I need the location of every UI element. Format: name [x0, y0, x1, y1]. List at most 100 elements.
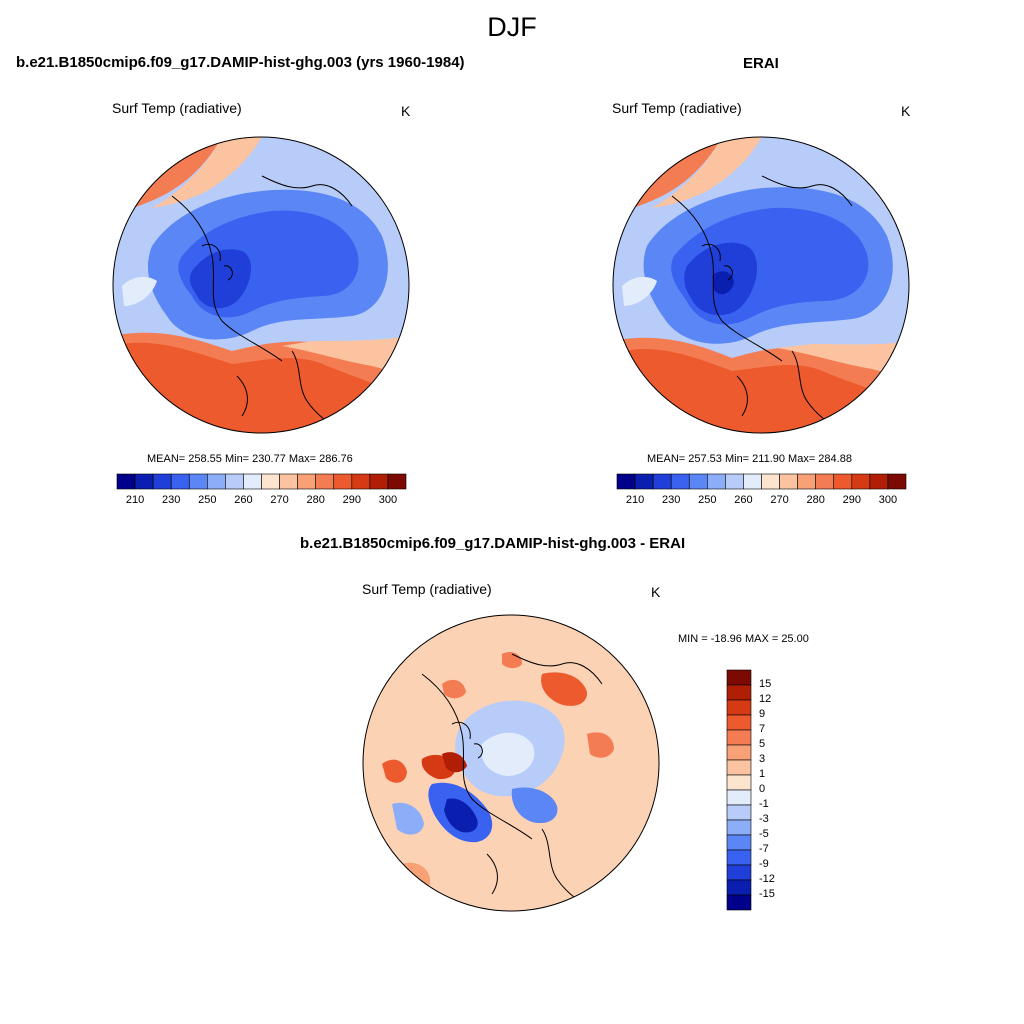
panel-3-units-label: K: [651, 584, 661, 600]
panel-2-colorbar-swatch: [833, 473, 853, 490]
panel-3-stats: MIN = -18.96 MAX = 25.00: [678, 633, 809, 645]
panel-3-colorbar-tick-label: 3: [759, 753, 766, 765]
panel-1-colorbar-swatch: [170, 473, 190, 490]
panel-1-colorbar-swatch: [315, 473, 335, 490]
panel-1-colorbar-tick-label: 260: [234, 494, 253, 506]
panel-2-colorbar-swatch: [887, 473, 907, 490]
panel-3-colorbar-tick-label: 1: [759, 768, 766, 780]
panel-1-colorbar-swatch: [297, 473, 316, 490]
panel-1-colorbar-tick-label: 210: [125, 494, 145, 506]
panel-1-variable-label: Surf Temp (radiative): [112, 100, 242, 116]
panel-3-colorbar-swatch: [726, 699, 752, 716]
panel-3-colorbar-swatch: [726, 804, 752, 821]
panel-2-colorbar-swatch: [670, 473, 690, 490]
panel-1-colorbar-tick-label: 250: [198, 494, 217, 506]
panel-1-colorbar-swatch: [387, 473, 407, 490]
panel-3-colorbar-swatch: [726, 684, 752, 701]
figure-title: DJF: [487, 12, 537, 42]
panel-3-colorbar-tick-label: -15: [759, 888, 775, 900]
panel-2-colorbar: [616, 473, 907, 490]
panel-3-colorbar-swatch: [726, 789, 752, 806]
panel-3-colorbar-swatch: [726, 894, 752, 911]
panel-3-colorbar-tick-label: -5: [759, 828, 769, 840]
panel-1-colorbar-tick-label: 230: [162, 494, 181, 506]
panel-1-colorbar-swatch: [279, 473, 298, 490]
panel-3-colorbar-swatch: [726, 864, 752, 881]
panel-1-colorbar-tick-label: 280: [306, 494, 325, 506]
panel-2-colorbar-tick-label: 280: [806, 494, 825, 506]
panel-3-colorbar-swatch: [726, 834, 752, 851]
panel-3-polar-map: [362, 614, 660, 912]
panel-2-colorbar-tick-label: 210: [625, 494, 645, 506]
panel-2-stats: MEAN= 257.53 Min= 211.90 Max= 284.88: [647, 453, 852, 465]
panel-2-colorbar-swatch: [743, 473, 762, 490]
panel-1-colorbar-tick-label: 300: [378, 494, 398, 506]
panel-3-colorbar-tick-label: -7: [759, 843, 769, 855]
panel-2-colorbar-swatch: [815, 473, 835, 490]
panel-2-polar-map: [612, 136, 910, 434]
panel-1-colorbar-swatch: [116, 473, 136, 490]
panel-1-colorbar-tick-label: 270: [270, 494, 289, 506]
panel-2-units-label: K: [901, 103, 911, 119]
panel-3-colorbar-swatch: [726, 879, 752, 896]
panel-3-colorbar-swatch: [726, 669, 752, 686]
panel-2-colorbar-tick-label: 270: [770, 494, 789, 506]
panel-3-title: b.e21.B1850cmip6.f09_g17.DAMIP-hist-ghg.…: [300, 535, 686, 552]
panel-1-colorbar-swatch: [351, 473, 371, 490]
panel-1-colorbar-ticks: 210 230 250 260 270 280 290 300: [117, 494, 406, 508]
panel-3-colorbar-tick-label: -1: [759, 798, 769, 810]
panel-3-colorbar-swatch: [726, 774, 752, 791]
panel-1-units-label: K: [401, 103, 411, 119]
panel-2-colorbar-tick-label: 300: [878, 494, 898, 506]
panel-3-colorbar-tick-label: 15: [759, 678, 772, 690]
panel-1-colorbar-swatch: [152, 473, 172, 490]
panel-1-colorbar-swatch: [188, 473, 208, 490]
panel-1-colorbar: [116, 473, 407, 490]
panel-1-colorbar-tick-label: 290: [342, 494, 361, 506]
panel-2-colorbar-swatch: [707, 473, 726, 490]
panel-1-polar-map: [112, 136, 410, 434]
panel-1-colorbar-swatch: [207, 473, 226, 490]
panel-3-variable-label: Surf Temp (radiative): [362, 581, 492, 597]
panel-2-colorbar-tick-label: 290: [842, 494, 861, 506]
panel-3-colorbar-tick-label: -12: [759, 873, 775, 885]
panel-3-colorbar-swatch: [726, 819, 752, 836]
panel-2-colorbar-swatch: [761, 473, 780, 490]
panel-1-title: b.e21.B1850cmip6.f09_g17.DAMIP-hist-ghg.…: [16, 54, 465, 71]
panel-2-colorbar-swatch: [652, 473, 672, 490]
panel-1-colorbar-swatch: [261, 473, 280, 490]
panel-2-colorbar-swatch: [725, 473, 744, 490]
panel-2-colorbar-swatch: [869, 473, 889, 490]
panel-1-colorbar-swatch: [225, 473, 244, 490]
panel-2-colorbar-tick-label: 250: [698, 494, 717, 506]
panel-3-colorbar-swatch: [726, 759, 752, 776]
panel-3-colorbar-tick-label: 9: [759, 708, 766, 720]
panel-2-colorbar-swatch: [851, 473, 871, 490]
panel-2-colorbar-swatch: [634, 473, 654, 490]
panel-3-colorbar-swatch: [726, 744, 752, 761]
panel-2-title: ERAI: [743, 55, 779, 72]
panel-3-colorbar-swatch: [726, 714, 752, 731]
panel-3-colorbar-tick-label: 12: [759, 693, 772, 705]
panel-2-colorbar-tick-label: 230: [662, 494, 681, 506]
panel-3-colorbar-swatch: [726, 849, 752, 866]
panel-2-colorbar-swatch: [616, 473, 636, 490]
panel-2-variable-label: Surf Temp (radiative): [612, 100, 742, 116]
panel-1-colorbar-swatch: [369, 473, 389, 490]
panel-3-colorbar-tick-label: 5: [759, 738, 766, 750]
panel-3-colorbar-tick-label: -3: [759, 813, 769, 825]
panel-2-colorbar-swatch: [779, 473, 798, 490]
panel-1-stats: MEAN= 258.55 Min= 230.77 Max= 286.76: [147, 453, 353, 465]
panel-2-colorbar-tick-label: 260: [734, 494, 753, 506]
panel-3-colorbar-tick-label: 0: [759, 783, 766, 795]
panel-1-colorbar-swatch: [134, 473, 154, 490]
panel-3-colorbar: [726, 669, 752, 911]
panel-3-colorbar-swatch: [726, 729, 752, 746]
panel-3-colorbar-tick-label: -9: [759, 858, 769, 870]
panel-2-colorbar-swatch: [688, 473, 708, 490]
panel-3-colorbar-ticks: 15 12 9 7 5 3 1 0 -1 -3 -5 -7 -9 -12 -15: [759, 670, 799, 910]
panel-2-colorbar-ticks: 210 230 250 260 270 280 290 300: [617, 494, 906, 508]
panel-2-colorbar-swatch: [797, 473, 816, 490]
panel-1-colorbar-swatch: [333, 473, 353, 490]
panel-1-colorbar-swatch: [243, 473, 262, 490]
